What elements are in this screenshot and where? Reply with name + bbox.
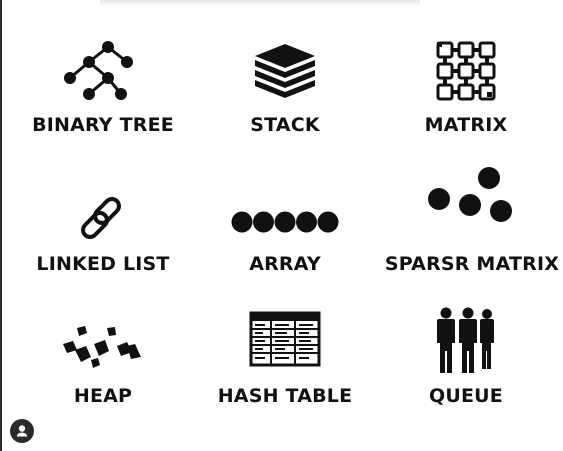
item-heap: HEAP bbox=[13, 324, 193, 414]
heap-icon bbox=[63, 326, 141, 368]
queue-icon bbox=[437, 307, 494, 373]
item-queue: QUEUE bbox=[376, 307, 556, 414]
matrix-icon bbox=[436, 41, 496, 101]
item-array: ARRAY bbox=[195, 210, 375, 285]
item-binary-tree: BINARY TREE bbox=[13, 40, 193, 140]
stack-icon bbox=[255, 44, 315, 98]
account-button[interactable] bbox=[10, 419, 34, 443]
label-linked-list: LINKED LIST bbox=[36, 253, 170, 275]
label-queue: QUEUE bbox=[429, 385, 503, 407]
item-linked-list: LINKED LIST bbox=[13, 195, 193, 285]
label-heap: HEAP bbox=[73, 385, 133, 407]
item-hash-table: HASH TABLE bbox=[195, 311, 375, 414]
label-hash-table: HASH TABLE bbox=[217, 385, 353, 407]
sparse-matrix-icon bbox=[428, 167, 512, 222]
item-sparse-matrix: SPARSR MATRIX bbox=[382, 166, 562, 285]
top-shadow bbox=[100, 0, 420, 6]
label-array: ARRAY bbox=[249, 253, 321, 275]
left-border bbox=[0, 0, 2, 451]
item-matrix: MATRIX bbox=[376, 40, 556, 140]
binary-tree-icon bbox=[64, 41, 133, 100]
label-matrix: MATRIX bbox=[424, 114, 508, 136]
hash-table-icon bbox=[249, 311, 321, 367]
user-icon bbox=[16, 425, 28, 437]
label-stack: STACK bbox=[250, 114, 320, 136]
label-sparse-matrix: SPARSR MATRIX bbox=[384, 253, 560, 275]
linked-list-icon bbox=[81, 197, 121, 239]
array-icon bbox=[231, 211, 339, 233]
label-binary-tree: BINARY TREE bbox=[32, 114, 174, 136]
item-stack: STACK bbox=[195, 40, 375, 140]
